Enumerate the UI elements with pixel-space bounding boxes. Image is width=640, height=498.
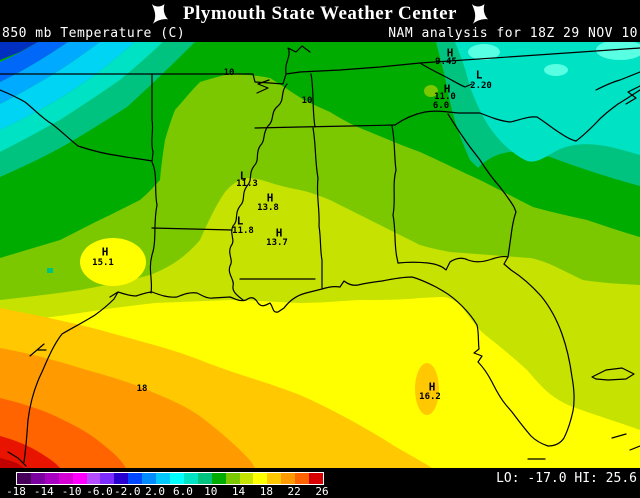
coast-georgia: [507, 211, 517, 258]
border-red-river: [0, 89, 153, 162]
region-blue-minus2-0: [0, 42, 68, 82]
tick-label: -6.0: [86, 485, 113, 498]
colorbar-cell: [30, 473, 45, 484]
region-cyanblue-2-4: [0, 42, 135, 130]
temperature-map: [0, 40, 640, 468]
region-bluelight-0-2: [0, 42, 100, 104]
colorbar-cell: [253, 473, 268, 484]
colorbar-cell: [267, 473, 282, 484]
field-label: 850 mb Temperature (C): [2, 26, 188, 43]
banner-icon: [151, 4, 169, 24]
colorbar-cell: [183, 473, 198, 484]
border-flga: [397, 256, 509, 271]
coast-gulf: [23, 276, 444, 463]
map-area: [0, 40, 640, 468]
region-red-22-24: [0, 436, 60, 468]
tick-label: -10: [61, 485, 82, 498]
colorbar-tick-labels: -18 -14 -10 -6.0 -2.0 2.0 6.0 10 14 18 22 26: [6, 485, 329, 498]
region-teal-6-8-nw: [0, 42, 195, 177]
banner-icon: [471, 4, 489, 24]
extremes-readout: LO: -17.0 HI: 25.6: [496, 471, 637, 486]
region-darkred-24-26: [0, 458, 24, 468]
state-borders: [0, 45, 640, 467]
region-gold-blob-h162: [415, 363, 439, 415]
region-olive-speck: [424, 85, 438, 97]
tick-label: 10: [204, 485, 218, 498]
colorbar-cell: [211, 473, 226, 484]
tick-label: 22: [287, 485, 301, 498]
colorbar-cell: [239, 473, 254, 484]
tick-label: 6.0: [172, 485, 193, 498]
temperature-colorbar: [16, 472, 324, 485]
coast-islands: [527, 433, 640, 460]
region-turquoise-4-6-ne: [455, 42, 640, 162]
tick-label: 14: [231, 485, 246, 498]
region-yellow-blob-h151: [80, 238, 146, 286]
border-laar-line: [151, 227, 233, 231]
colorbar-cell: [128, 473, 143, 484]
tick-label: -18: [6, 485, 26, 498]
border-kyva-wiggle: [419, 62, 473, 88]
region-teal-speck: [47, 268, 53, 273]
region-bluedark-core: [0, 42, 38, 60]
border-tn-south-line: [254, 124, 396, 129]
colorbar-cell: [114, 473, 129, 484]
colorbar-cell: [156, 473, 170, 484]
tick-label: -14: [33, 485, 54, 498]
colorbar-cell: [72, 473, 87, 484]
tick-label: -2.0: [114, 485, 141, 498]
border-bootheel-river: [285, 45, 311, 75]
coast-carolinas: [575, 89, 640, 142]
region-turquoise-4-6-nw: [0, 42, 163, 152]
colorbar-cell: [100, 473, 115, 484]
border-alga: [391, 125, 399, 264]
border-okar-txla: [149, 73, 158, 294]
coast-florida: [442, 263, 575, 447]
colorbar-cell: [309, 473, 323, 484]
border-ncsc: [394, 110, 577, 142]
colorbar-cell: [44, 473, 59, 484]
colorbar-cell: [142, 473, 157, 484]
border-zigzag-river: [256, 79, 270, 94]
colorbar-cell: [281, 473, 296, 484]
coast-tx-inlets: [29, 343, 47, 357]
tick-label: 2.0: [145, 485, 166, 498]
colorbar-cell: [197, 473, 212, 484]
region-cyan-pocket: [468, 44, 500, 60]
coast-bahamas: [591, 367, 635, 381]
coast-mexico: [7, 451, 27, 467]
colorbar-cell: [58, 473, 73, 484]
colorbar-cell: [86, 473, 101, 484]
page-title: Plymouth State Weather Center: [183, 3, 457, 24]
colorbar-cell: [17, 473, 31, 484]
colorbar-cell: [295, 473, 310, 484]
map-caption-row: 850 mb Temperature (C) NAM analysis for …: [0, 26, 640, 43]
border-mississippi-river: [228, 83, 288, 301]
coast-nc-sounds: [595, 71, 640, 105]
title-bar: Plymouth State Weather Center: [0, 0, 640, 28]
border-tennessee-river: [310, 73, 316, 128]
analysis-time-label: NAM analysis for 18Z 29 NOV 10: [386, 26, 638, 43]
region-cyan-pocket: [544, 64, 568, 76]
colorbar-cell: [169, 473, 184, 484]
tick-label: 26: [315, 485, 329, 498]
border-msal: [312, 127, 323, 289]
colorbar-cell: [225, 473, 240, 484]
tick-label: 18: [259, 485, 273, 498]
border-scga: [447, 113, 517, 213]
